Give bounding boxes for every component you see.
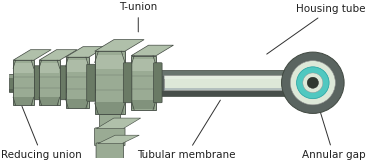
Text: Tubular membrane: Tubular membrane — [137, 100, 235, 160]
Bar — [9, 89, 172, 92]
Polygon shape — [65, 57, 89, 108]
Bar — [96, 103, 124, 114]
Bar — [67, 60, 88, 72]
Text: T-union: T-union — [119, 2, 157, 32]
Bar — [14, 63, 33, 73]
Bar — [164, 88, 311, 90]
FancyBboxPatch shape — [123, 63, 132, 103]
FancyBboxPatch shape — [57, 66, 66, 100]
Bar — [164, 75, 311, 90]
Bar — [40, 97, 59, 105]
Polygon shape — [39, 60, 60, 105]
Polygon shape — [95, 40, 144, 51]
Polygon shape — [13, 50, 51, 60]
Bar — [161, 70, 311, 96]
Bar — [14, 97, 33, 105]
Bar — [96, 55, 124, 69]
Bar — [9, 75, 172, 78]
Ellipse shape — [282, 52, 344, 113]
Bar — [161, 91, 311, 96]
Polygon shape — [39, 50, 77, 60]
Ellipse shape — [297, 67, 329, 99]
Bar — [40, 63, 59, 73]
Polygon shape — [131, 45, 174, 56]
Polygon shape — [99, 114, 121, 129]
Text: Housing tube: Housing tube — [267, 4, 366, 54]
FancyBboxPatch shape — [32, 66, 40, 100]
Bar — [67, 99, 88, 108]
Text: Reducing union: Reducing union — [2, 106, 82, 160]
Bar — [132, 100, 155, 109]
Bar — [9, 74, 172, 92]
Polygon shape — [131, 56, 156, 110]
Ellipse shape — [303, 73, 323, 93]
FancyBboxPatch shape — [87, 64, 95, 101]
FancyBboxPatch shape — [96, 143, 124, 162]
FancyBboxPatch shape — [99, 145, 121, 148]
Ellipse shape — [290, 61, 335, 105]
Bar — [164, 76, 311, 79]
Polygon shape — [95, 51, 125, 114]
Polygon shape — [96, 118, 141, 129]
Text: Annular gap: Annular gap — [302, 106, 366, 160]
Polygon shape — [65, 47, 106, 57]
Bar — [161, 71, 311, 76]
Polygon shape — [13, 60, 34, 105]
FancyBboxPatch shape — [94, 128, 125, 146]
Bar — [132, 59, 155, 71]
Ellipse shape — [307, 77, 318, 88]
Polygon shape — [98, 135, 139, 144]
FancyBboxPatch shape — [153, 63, 162, 103]
